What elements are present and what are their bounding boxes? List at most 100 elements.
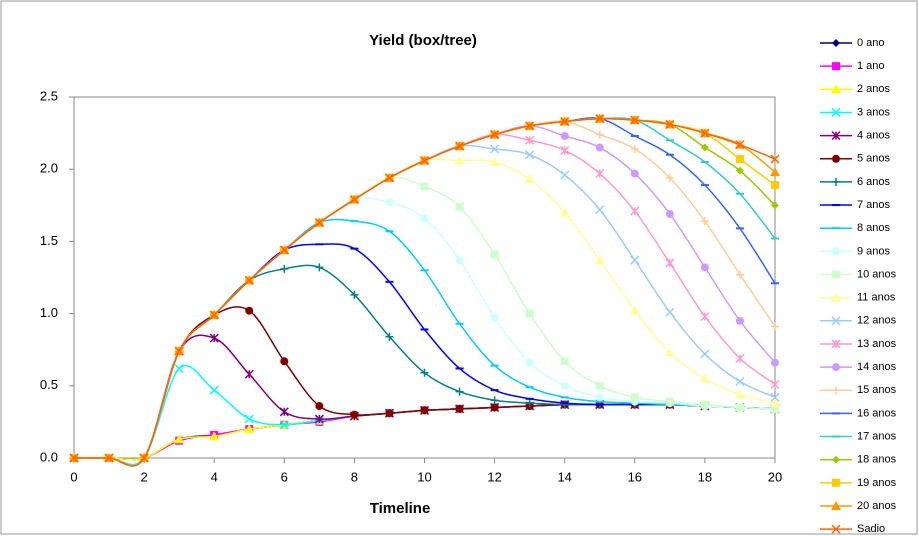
legend-item: 1 ano	[820, 60, 885, 72]
marker	[700, 349, 710, 359]
marker	[385, 332, 394, 341]
y-tick-label: 2.5	[40, 88, 58, 103]
legend-label: 16 anos	[857, 407, 897, 419]
legend-marker	[831, 524, 841, 534]
marker	[630, 255, 640, 265]
legend-item: 7 anos	[820, 199, 891, 211]
marker	[490, 403, 499, 412]
marker	[419, 156, 430, 166]
marker	[455, 256, 464, 265]
marker	[595, 205, 605, 215]
marker	[735, 403, 744, 412]
chart-title: Yield (box/tree)	[369, 32, 477, 49]
marker	[700, 400, 709, 409]
marker	[455, 387, 464, 396]
marker	[385, 409, 394, 418]
legend-marker	[831, 501, 841, 510]
legend-label: 1 ano	[857, 60, 885, 72]
legend-marker	[831, 339, 841, 349]
y-tick-label: 1.0	[40, 305, 58, 320]
marker	[594, 255, 605, 265]
marker	[420, 182, 429, 191]
marker	[280, 264, 289, 273]
marker	[279, 420, 289, 430]
marker	[665, 209, 674, 218]
marker	[525, 358, 534, 367]
marker	[735, 155, 744, 164]
marker	[665, 397, 674, 406]
marker	[665, 258, 675, 268]
marker	[525, 309, 534, 318]
marker	[559, 207, 570, 217]
legend-item: 19 anos	[820, 477, 897, 489]
marker	[244, 424, 255, 434]
x-tick-label: 14	[557, 469, 571, 484]
legend-label: 11 anos	[857, 292, 896, 304]
legend-item: 2 anos	[820, 83, 891, 95]
marker	[629, 305, 640, 315]
y-tick-label: 0.0	[40, 449, 58, 464]
marker	[490, 144, 500, 154]
marker	[735, 270, 744, 279]
marker	[595, 143, 604, 152]
legend-item: 4 anos	[820, 130, 891, 142]
marker	[174, 434, 185, 444]
marker	[770, 392, 780, 402]
legend-marker	[831, 131, 841, 141]
y-tick-label: 0.5	[40, 377, 58, 392]
x-tick-label: 16	[628, 469, 642, 484]
marker	[455, 141, 465, 151]
legend-marker	[832, 177, 840, 186]
marker	[630, 144, 639, 153]
marker	[454, 155, 465, 165]
legend-item: 14 anos	[820, 361, 897, 373]
marker	[665, 119, 675, 129]
legend-marker	[832, 247, 840, 256]
marker	[315, 263, 324, 272]
marker	[209, 385, 219, 395]
marker	[771, 201, 779, 210]
marker	[490, 130, 500, 140]
x-tick-label: 8	[351, 469, 358, 484]
legend-label: Sadio	[857, 523, 885, 535]
marker	[524, 174, 535, 184]
marker	[700, 128, 710, 138]
marker	[735, 353, 745, 363]
marker	[560, 400, 569, 409]
marker	[735, 316, 744, 325]
legend-marker	[832, 62, 840, 71]
marker	[735, 166, 744, 175]
legend-marker	[832, 154, 840, 163]
legend-item: 8 anos	[820, 222, 891, 234]
marker	[770, 154, 780, 164]
marker	[279, 245, 289, 255]
marker	[525, 399, 534, 408]
marker	[630, 169, 639, 178]
legend-item: 10 anos	[820, 268, 897, 280]
marker	[420, 368, 429, 377]
legend-marker	[831, 107, 841, 117]
marker	[700, 217, 709, 226]
marker	[314, 414, 324, 424]
marker	[770, 167, 780, 177]
marker	[525, 135, 535, 145]
marker	[630, 206, 640, 216]
legend-item: 9 anos	[820, 245, 891, 257]
legend-marker	[832, 386, 840, 395]
series	[69, 114, 780, 467]
legend-item: 20 anos	[820, 500, 897, 512]
marker	[455, 404, 464, 413]
legend-marker	[831, 316, 841, 326]
marker	[104, 453, 114, 463]
legend-item: 0 ano	[820, 37, 885, 49]
x-tick-label: 0	[70, 469, 77, 484]
marker	[560, 117, 570, 127]
legend-label: 20 anos	[857, 500, 897, 512]
marker	[174, 346, 184, 356]
legend-label: 5 anos	[857, 153, 891, 165]
marker	[560, 145, 570, 155]
legend-item: 13 anos	[820, 338, 897, 350]
legend-marker	[832, 478, 840, 487]
marker	[490, 250, 499, 259]
